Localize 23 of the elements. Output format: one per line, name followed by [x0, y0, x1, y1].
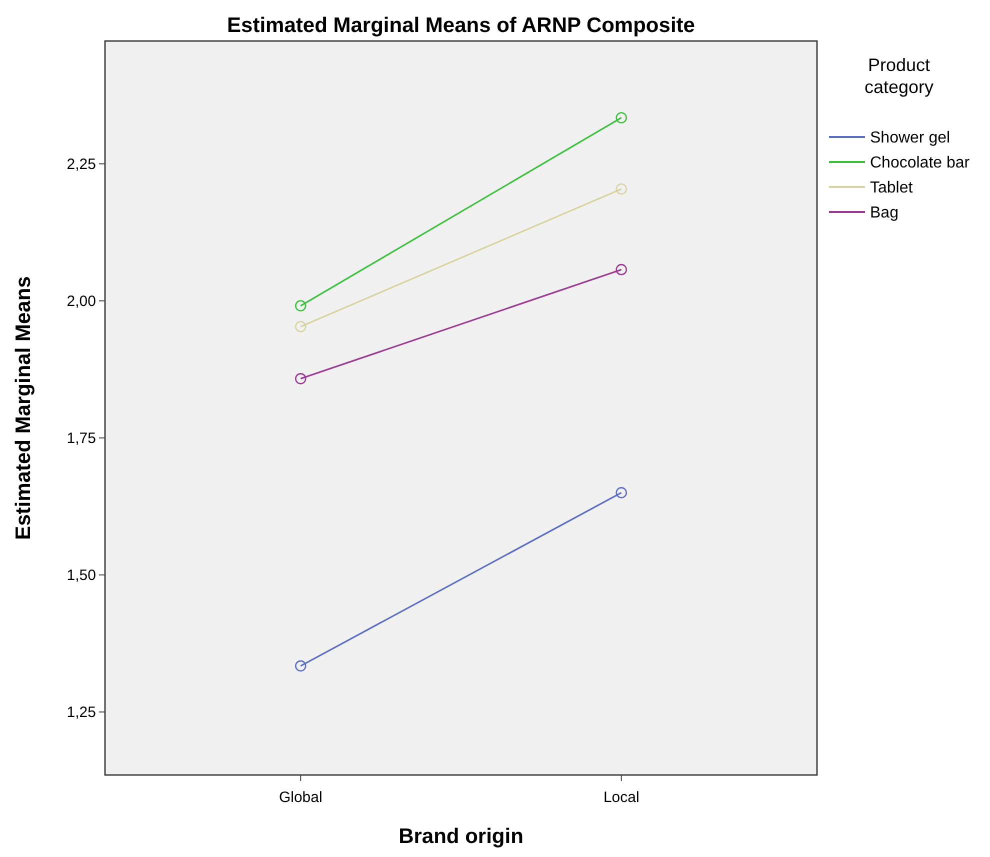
y-tick-label: 2,25 — [66, 156, 96, 174]
y-tick-label: 2,00 — [66, 293, 96, 310]
y-axis-title: Estimated Marginal Means — [12, 276, 35, 540]
legend-label: Chocolate bar — [870, 154, 970, 172]
legend-label: Bag — [870, 204, 898, 222]
x-axis-title: Brand origin — [398, 825, 524, 848]
point — [616, 112, 628, 124]
point — [294, 660, 306, 672]
x-tick-label: Local — [603, 789, 640, 806]
chart-title: Estimated Marginal Means of ARNP Composite — [227, 14, 695, 37]
legend-title: Product category — [864, 55, 934, 97]
point — [294, 320, 306, 332]
y-tick-label: 1,75 — [66, 430, 96, 448]
point — [616, 487, 628, 498]
x-tick-label: Global — [278, 789, 322, 806]
point — [616, 264, 628, 276]
point — [616, 183, 628, 195]
legend-label: Tablet — [870, 180, 914, 197]
point — [294, 300, 306, 312]
point — [294, 373, 306, 384]
legend-label: Shower gel — [870, 130, 950, 147]
y-tick-label: 1,25 — [66, 704, 96, 722]
y-tick-label: 1,50 — [66, 567, 96, 584]
